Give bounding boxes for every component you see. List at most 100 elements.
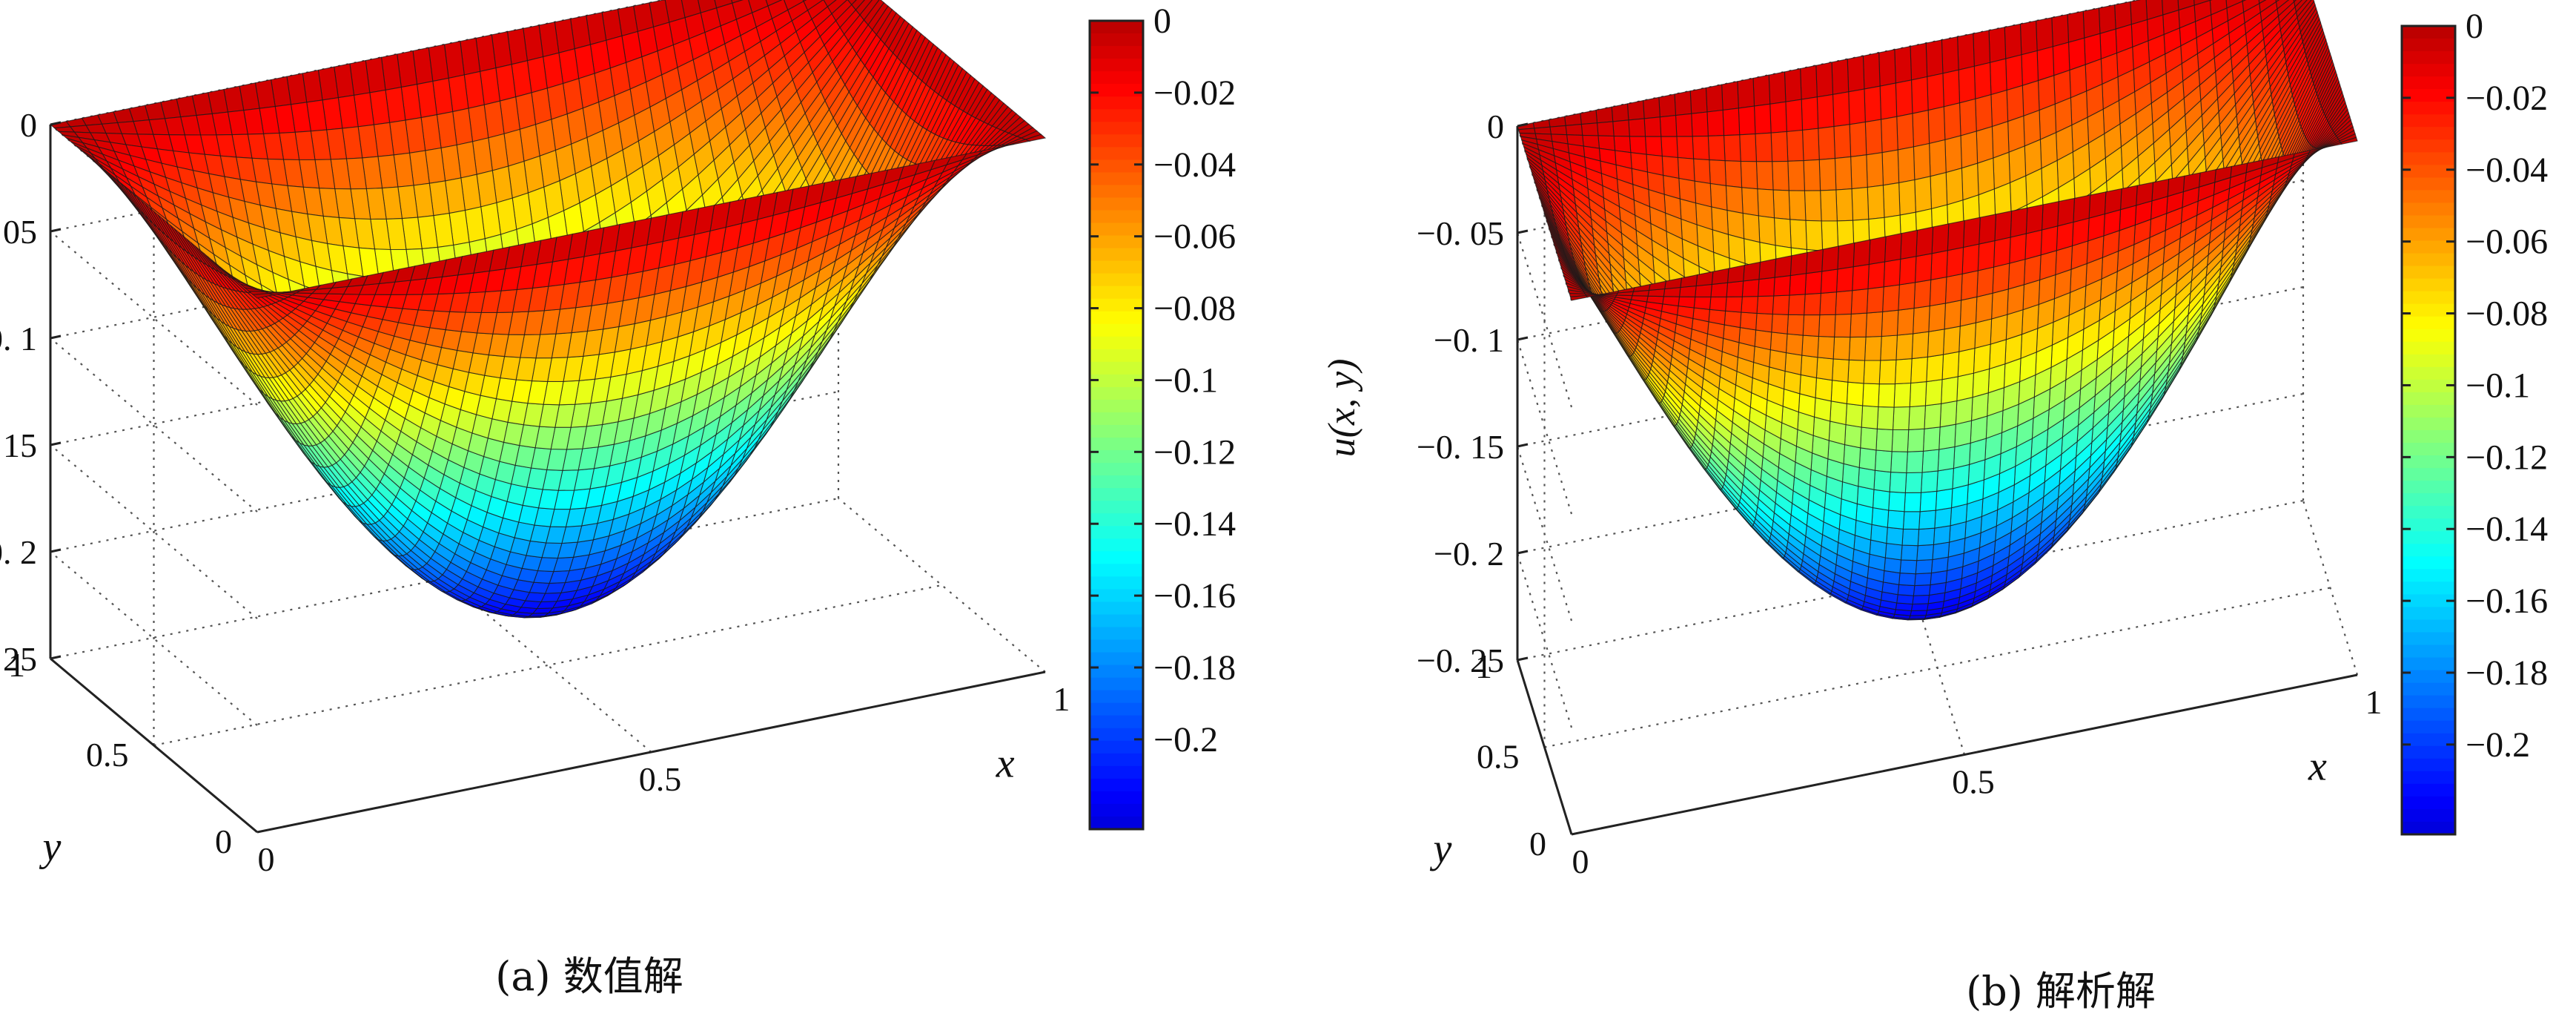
surface-patch <box>1928 303 1946 332</box>
surface-patch <box>1786 129 1804 162</box>
surface-patch <box>1815 357 1834 381</box>
surface <box>49 0 1047 619</box>
surface-patch <box>1944 135 1962 174</box>
surface-patch <box>1818 158 1837 191</box>
surface-patch <box>1888 491 1906 512</box>
surface-patch <box>1643 96 1661 119</box>
surface-patch <box>2006 85 2024 122</box>
colorbar: 0−0.02−0.04−0.06−0.08−0.1−0.12−0.14−0.16… <box>1088 1 1236 831</box>
surface-patch <box>1738 105 1756 136</box>
surface-patch <box>1976 266 1995 298</box>
surface-patch <box>1858 467 1875 490</box>
surface-patch <box>1891 429 1910 452</box>
surface-patch <box>1862 383 1880 408</box>
surface-patch <box>1868 236 1887 266</box>
surface-patch <box>1613 135 1632 154</box>
surface-patch <box>1852 263 1870 291</box>
surface-patch <box>1833 124 1852 159</box>
colorbar-step <box>1090 438 1143 452</box>
surface-patch <box>1850 312 1867 338</box>
surface-patch <box>1676 136 1695 159</box>
surface-patch <box>2036 17 2053 52</box>
surface-patch <box>2082 7 2101 39</box>
surface-patch <box>1875 428 1894 452</box>
surface-patch <box>1693 158 1711 185</box>
surface-patch <box>1830 400 1847 426</box>
surface-patch <box>1721 81 1739 111</box>
surface-patch <box>1815 62 1834 98</box>
surface-patch <box>1913 305 1930 334</box>
surface-patch <box>1899 559 1918 575</box>
surface-patch <box>1867 185 1885 220</box>
surface-patch <box>1909 380 1927 408</box>
surface-patch <box>1914 253 1933 283</box>
surface-patch <box>1922 426 1941 452</box>
surface-patch <box>1788 190 1807 221</box>
surface-patch <box>1851 186 1870 221</box>
surface-patch <box>2036 46 2055 82</box>
colorbar-step <box>1090 222 1143 237</box>
colorbar-step <box>1090 311 1143 325</box>
surface-patch <box>1706 109 1725 136</box>
surface-patch <box>1991 120 2010 159</box>
surface-patch <box>1896 307 1915 336</box>
surface-patch <box>1867 261 1886 290</box>
surface-patch <box>1866 286 1884 314</box>
surface-patch <box>1817 335 1835 360</box>
surface-patch <box>1643 116 1662 137</box>
surface-patch <box>2010 207 2028 238</box>
surface-patch <box>1930 250 1948 280</box>
surface-patch <box>1832 336 1851 360</box>
surface-patch <box>1595 106 1614 124</box>
surface-patch <box>1941 376 1959 404</box>
surface-patch <box>1920 470 1938 493</box>
surface-patch <box>1689 87 1708 114</box>
surface-patch <box>1954 420 1973 448</box>
surface-patch <box>2041 201 2059 231</box>
x-tick-label: 0 <box>258 840 275 878</box>
surface-patch <box>1973 30 1991 67</box>
z-tick-label: −0. 2 <box>0 533 37 571</box>
surface-patch <box>1828 421 1847 446</box>
surface-patch <box>1834 156 1852 191</box>
colorbar-step <box>1090 639 1143 653</box>
surface-patch <box>1896 113 1914 151</box>
gridline <box>153 584 942 747</box>
y-axis-line <box>50 657 258 834</box>
surface-patch <box>1926 354 1944 383</box>
surface-patch <box>2040 225 2059 256</box>
surface-patch <box>1709 159 1726 187</box>
surface-patch <box>1549 125 1568 136</box>
colorbar-step <box>1090 361 1143 375</box>
surface-patch <box>1626 99 1645 121</box>
colorbar-step <box>1090 147 1143 161</box>
colorbar-step <box>1090 172 1143 186</box>
surface-patch <box>2021 50 2039 87</box>
colorbar-step <box>1090 753 1143 767</box>
surface-patch <box>1692 135 1710 161</box>
surface-patch <box>1914 176 1933 213</box>
surface-patch <box>1961 270 1979 301</box>
surface-patch <box>2073 194 2091 223</box>
surface <box>1517 0 2358 621</box>
surface-patch <box>2025 204 2044 234</box>
surface-patch <box>1883 258 1901 288</box>
surface-patch <box>1988 27 2007 64</box>
surface-patch <box>1873 469 1892 492</box>
surface-patch <box>1956 372 1974 402</box>
surface-patch <box>1801 128 1820 162</box>
colorbar-tick-label: −0.12 <box>1153 432 1236 472</box>
surface-patch <box>1975 93 1993 132</box>
colorbar-step <box>1090 463 1143 477</box>
surface-patch <box>1757 188 1775 219</box>
colorbar-step <box>1090 260 1143 274</box>
y-tick-label: 1 <box>8 646 25 684</box>
surface-patch <box>1938 423 1956 450</box>
surface-patch <box>1789 219 1807 251</box>
surface-patch <box>1659 114 1678 137</box>
colorbar-tick-label: 0 <box>1153 1 1171 41</box>
colorbar-step <box>1090 740 1143 754</box>
colorbar-step <box>1090 791 1143 805</box>
surface-patch <box>1770 131 1789 162</box>
surface-patch <box>1884 557 1902 574</box>
